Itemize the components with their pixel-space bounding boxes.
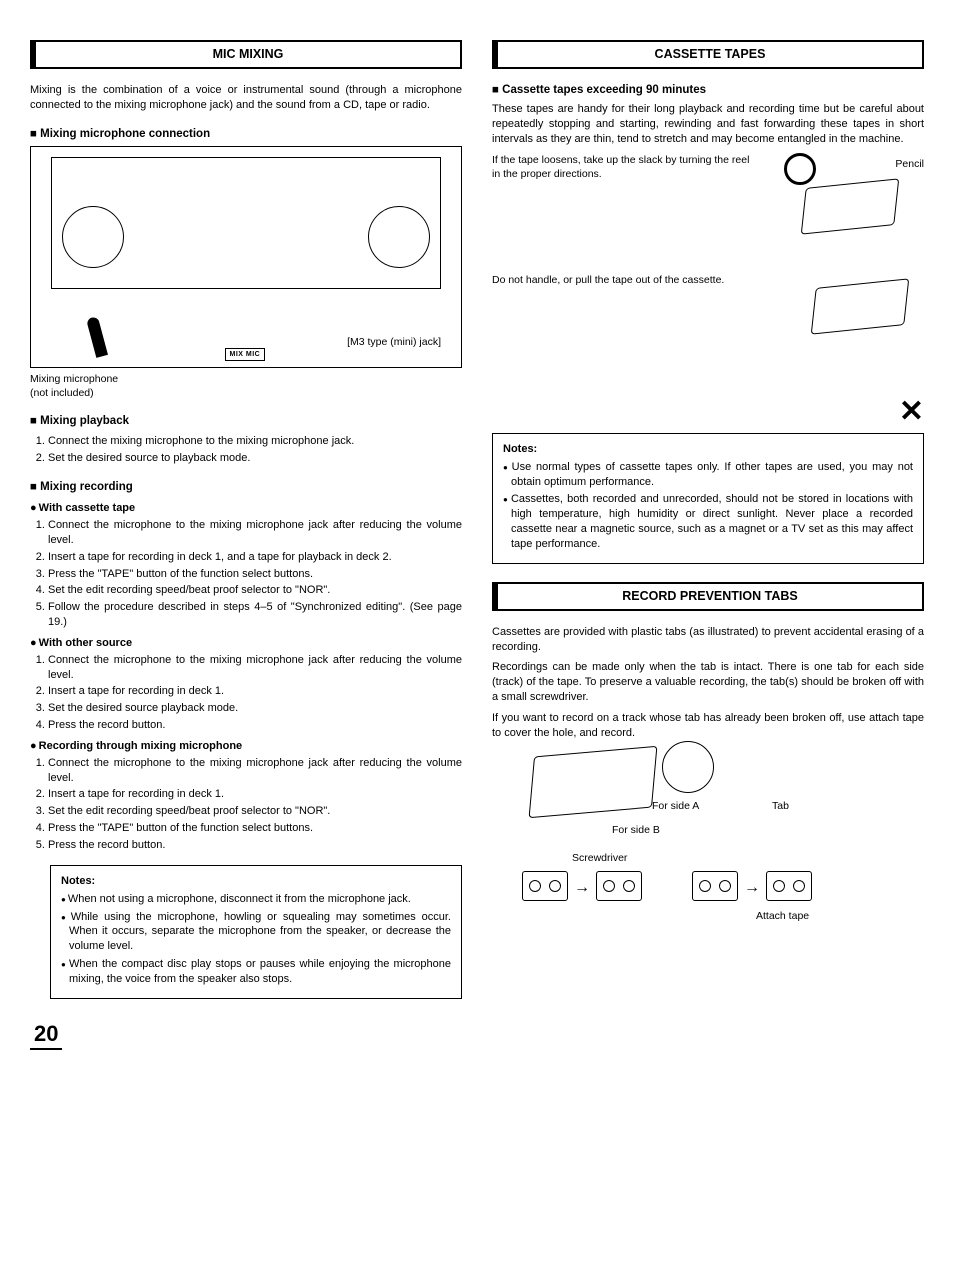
left-column: MIC MIXING Mixing is the combination of …	[30, 40, 462, 1050]
arrow-icon: →	[574, 877, 590, 899]
tabs-figure: For side A Tab For side B Screwdriver → …	[492, 751, 924, 931]
right-notes-box: Notes: Use normal types of cassette tape…	[492, 433, 924, 564]
slack-row: If the tape loosens, take up the slack b…	[492, 153, 924, 253]
note-item: Use normal types of cassette tapes only.…	[503, 460, 913, 490]
note-item: While using the microphone, howling or s…	[61, 910, 451, 955]
intro-text: Mixing is the combination of a voice or …	[30, 83, 462, 113]
list-item: Set the desired source to playback mode.	[48, 451, 462, 466]
list-item: Press the "TAPE" button of the function …	[48, 567, 462, 582]
list-item: Insert a tape for recording in deck 1.	[48, 787, 462, 802]
list-item: Connect the microphone to the mixing mic…	[48, 756, 462, 786]
tabs-para-a: Cassettes are provided with plastic tabs…	[492, 625, 924, 655]
arrow-icon: →	[744, 877, 760, 899]
list-item: Press the record button.	[48, 838, 462, 853]
cassette-tapes-header: CASSETTE TAPES	[492, 40, 924, 69]
playback-list: Connect the mixing microphone to the mix…	[30, 434, 462, 466]
mixmic-label: MIX MIC	[225, 348, 266, 361]
ok-icon	[784, 153, 816, 185]
record-prevention-header: RECORD PREVENTION TABS	[492, 582, 924, 611]
list-item: Set the edit recording speed/beat proof …	[48, 583, 462, 598]
list-item: Insert a tape for recording in deck 1, a…	[48, 550, 462, 565]
mic-mixing-header: MIC MIXING	[30, 40, 462, 69]
side-b-label: For side B	[612, 823, 660, 837]
rec-through-title: Recording through mixing microphone	[30, 739, 462, 754]
subhead-connection: Mixing microphone connection	[30, 127, 462, 143]
list-item: Press the "TAPE" button of the function …	[48, 821, 462, 836]
donthandle-row: Do not handle, or pull the tape out of t…	[492, 273, 924, 413]
pencil-label: Pencil	[895, 157, 924, 171]
mic-label-1: Mixing microphone	[30, 373, 118, 385]
side-a-label: For side A	[652, 799, 699, 813]
note-item: When the compact disc play stops or paus…	[61, 957, 451, 987]
note-item: Cassettes, both recorded and unrecorded,…	[503, 492, 913, 551]
screwdriver-label: Screwdriver	[572, 851, 627, 865]
list-item: Connect the microphone to the mixing mic…	[48, 653, 462, 683]
donthandle-figure: ✕	[764, 273, 924, 413]
pencil-figure: Pencil	[764, 153, 924, 253]
list-item: Set the edit recording speed/beat proof …	[48, 804, 462, 819]
page-number: 20	[30, 1019, 62, 1051]
tabs-para-b: Recordings can be made only when the tab…	[492, 660, 924, 705]
rec-through-list: Connect the microphone to the mixing mic…	[30, 756, 462, 853]
list-item: Press the record button.	[48, 718, 462, 733]
jack-type-label: [M3 type (mini) jack]	[347, 335, 441, 349]
notes-title: Notes:	[61, 874, 451, 889]
subhead-90min: Cassette tapes exceeding 90 minutes	[492, 83, 924, 99]
slack-text: If the tape loosens, take up the slack b…	[492, 153, 754, 181]
connection-figure: MIX MIC [M3 type (mini) jack]	[30, 146, 462, 368]
notes-title: Notes:	[503, 442, 913, 457]
list-item: Follow the procedure described in steps …	[48, 600, 462, 630]
tabs-para-c: If you want to record on a track whose t…	[492, 711, 924, 741]
with-other-title: With other source	[30, 636, 462, 651]
list-item: Connect the microphone to the mixing mic…	[48, 518, 462, 548]
list-item: Connect the mixing microphone to the mix…	[48, 434, 462, 449]
left-notes-box: Notes: When not using a microphone, disc…	[50, 865, 462, 999]
note-item: When not using a microphone, disconnect …	[61, 892, 451, 907]
attach-tape-label: Attach tape	[756, 909, 809, 923]
list-item: Insert a tape for recording in deck 1.	[48, 684, 462, 699]
para-90min: These tapes are handy for their long pla…	[492, 102, 924, 147]
list-item: Set the desired source playback mode.	[48, 701, 462, 716]
with-cassette-list: Connect the microphone to the mixing mic…	[30, 518, 462, 630]
mic-label-2: (not included)	[30, 387, 94, 399]
cross-icon: ✕	[899, 392, 924, 433]
tab-label: Tab	[772, 799, 789, 813]
with-cassette-title: With cassette tape	[30, 501, 462, 516]
donthandle-text: Do not handle, or pull the tape out of t…	[492, 273, 754, 287]
right-column: CASSETTE TAPES Cassette tapes exceeding …	[492, 40, 924, 1050]
subhead-recording: Mixing recording	[30, 480, 462, 496]
subhead-playback: Mixing playback	[30, 414, 462, 430]
with-other-list: Connect the microphone to the mixing mic…	[30, 653, 462, 733]
